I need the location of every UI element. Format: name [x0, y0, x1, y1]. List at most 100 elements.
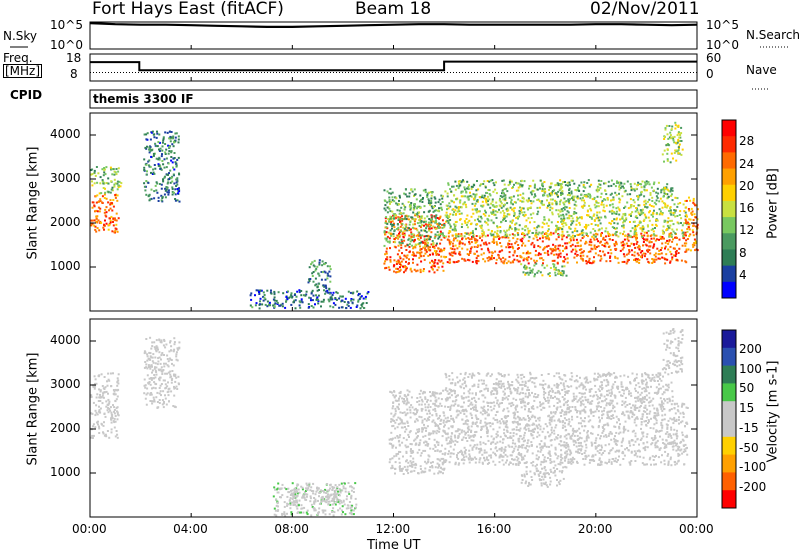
data-cell [395, 454, 398, 457]
data-cell [446, 261, 449, 264]
data-cell [530, 243, 533, 246]
power-panel [89, 112, 699, 312]
data-cell [650, 237, 653, 240]
data-cell [423, 221, 426, 223]
data-cell [153, 190, 156, 193]
data-cell [155, 373, 158, 376]
data-cell [305, 290, 308, 293]
data-cell [290, 303, 293, 306]
data-cell [98, 425, 100, 428]
data-cell [551, 211, 554, 214]
data-cell [510, 196, 513, 199]
data-cell [558, 189, 561, 192]
data-cell [620, 444, 623, 447]
data-cell [149, 393, 152, 396]
data-cell [175, 358, 178, 361]
data-cell [328, 489, 331, 492]
data-cell [157, 357, 160, 360]
data-cell [418, 239, 421, 241]
data-cell [562, 249, 564, 252]
data-cell [548, 192, 551, 195]
data-cell [146, 359, 149, 362]
data-cell [422, 197, 424, 199]
data-cell [562, 234, 565, 237]
data-cell [559, 199, 562, 202]
data-cell [443, 235, 445, 237]
data-cell [170, 156, 173, 158]
data-cell [670, 236, 673, 238]
data-cell [483, 194, 486, 197]
data-cell [682, 237, 685, 239]
data-cell [442, 461, 445, 464]
data-cell [515, 228, 518, 231]
data-cell [389, 202, 391, 205]
data-cell [654, 252, 657, 255]
data-cell [641, 230, 644, 233]
data-cell [499, 435, 502, 438]
data-cell [398, 194, 401, 197]
data-cell [423, 224, 425, 227]
data-cell [385, 231, 388, 234]
data-cell [463, 243, 466, 246]
data-cell [547, 228, 550, 231]
data-cell [99, 200, 102, 203]
data-cell [591, 198, 594, 201]
data-cell [318, 274, 321, 277]
data-cell [277, 509, 280, 512]
data-cell [611, 198, 614, 201]
data-cell [389, 221, 392, 224]
data-cell [100, 192, 103, 195]
data-cell [390, 420, 392, 423]
data-cell [91, 206, 94, 209]
data-cell [321, 271, 324, 274]
data-cell [646, 258, 649, 261]
data-cell [663, 219, 666, 222]
data-cell [383, 262, 386, 265]
data-cell [555, 253, 558, 256]
data-cell [467, 254, 470, 256]
data-cell [391, 466, 394, 469]
data-cell [301, 496, 304, 499]
data-cell [506, 229, 508, 232]
data-cell [591, 248, 594, 251]
data-cell [670, 194, 673, 197]
data-cell [292, 503, 295, 506]
data-cell [173, 191, 175, 194]
data-cell [562, 201, 565, 204]
data-cell [571, 248, 574, 251]
data-cell [487, 203, 490, 206]
data-cell [403, 229, 406, 232]
data-cell [306, 488, 309, 491]
data-cell [394, 399, 397, 402]
data-cell [145, 193, 148, 196]
data-cell [414, 243, 417, 246]
data-cell [434, 450, 437, 452]
data-cell [437, 253, 440, 256]
data-cell [459, 218, 462, 221]
data-cell [332, 302, 335, 305]
data-cell [504, 258, 507, 261]
data-cell [477, 215, 480, 218]
data-cell [512, 261, 515, 264]
data-cell [422, 268, 425, 270]
data-cell [632, 243, 635, 246]
data-cell [155, 145, 158, 148]
data-cell [447, 436, 450, 439]
data-cell [458, 200, 461, 203]
data-cell [417, 231, 420, 234]
data-cell [157, 200, 160, 202]
data-cell [569, 194, 571, 197]
data-cell [287, 503, 290, 506]
data-cell [146, 132, 149, 135]
data-cell [581, 196, 584, 199]
data-cell [108, 224, 111, 227]
data-cell [596, 195, 599, 198]
data-cell [537, 198, 540, 201]
data-cell [404, 245, 407, 248]
data-cell [403, 204, 406, 207]
data-cell [397, 226, 400, 229]
data-cell [496, 243, 499, 246]
data-cell [541, 240, 544, 243]
data-cell [292, 496, 295, 499]
data-cell [545, 237, 548, 240]
